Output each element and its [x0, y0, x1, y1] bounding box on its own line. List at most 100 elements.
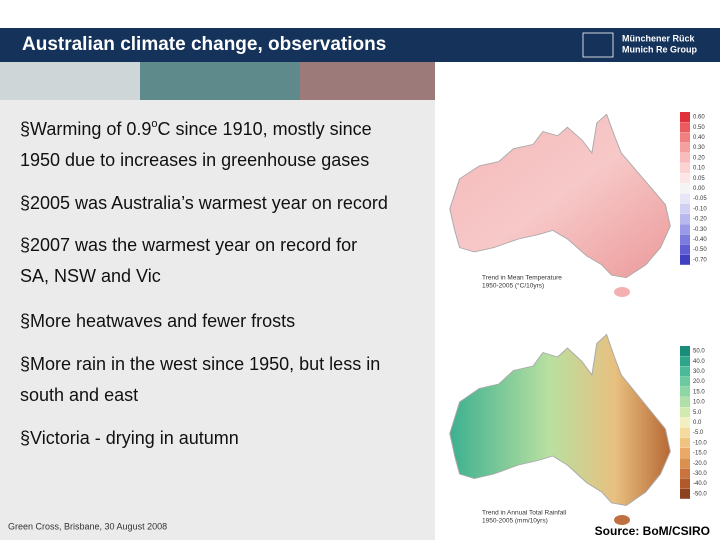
- legend-swatch: [680, 366, 690, 377]
- legend-label: 30.0: [693, 369, 705, 375]
- legend-swatch: [680, 448, 690, 458]
- title: Australian climate change, observations: [22, 34, 386, 55]
- bullet-text: south and east: [20, 385, 138, 405]
- legend-label: -0.05: [693, 196, 707, 202]
- legend-label: -0.70: [693, 257, 707, 263]
- legend-label: -10.0: [693, 440, 707, 446]
- legend-label: 0.05: [693, 176, 705, 182]
- logo-text: Munich Re Group: [622, 44, 697, 54]
- legend-swatch: [680, 132, 690, 143]
- logo: Münchener Rück Munich Re Group: [582, 32, 697, 58]
- legend-swatch: [680, 234, 690, 245]
- bullet-line: §More rain in the west since 1950, but l…: [20, 354, 380, 374]
- logo-mark: [582, 32, 614, 58]
- legend-label: -20.0: [693, 461, 707, 467]
- bullet-line: SA, NSW and Vic: [20, 266, 161, 286]
- legend-swatch: [680, 458, 690, 469]
- legend-swatch: [680, 224, 690, 235]
- bullet-line: §Victoria - drying in autumn: [20, 428, 239, 448]
- legend-swatch: [680, 152, 690, 163]
- legend-label: -30.0: [693, 471, 707, 477]
- legend-swatch: [680, 437, 690, 448]
- legend-swatch: [680, 173, 690, 184]
- bullet-line: 1950 due to increases in greenhouse gase…: [20, 150, 369, 170]
- bullet-text: 2007 was the warmest year on record for: [30, 235, 357, 255]
- bullet-text: Victoria - drying in autumn: [30, 428, 239, 448]
- legend-label: 0.30: [693, 145, 705, 151]
- legend-label: -0.50: [693, 247, 707, 253]
- legend-swatch: [680, 163, 690, 173]
- legend-label: 0.10: [693, 166, 705, 172]
- legend-swatch: [680, 122, 690, 133]
- photo-strip: [0, 62, 140, 100]
- legend-swatch: [680, 397, 690, 407]
- legend-swatch: [680, 376, 690, 387]
- bullet-text: SA, NSW and Vic: [20, 266, 161, 286]
- legend-label: 0.60: [693, 115, 705, 121]
- bullet-text: C since 1910, mostly since: [158, 119, 372, 139]
- legend-label: -50.0: [693, 491, 707, 497]
- legend-label: 40.0: [693, 359, 705, 365]
- legend-label: -5.0: [693, 430, 704, 436]
- legend-swatch: [680, 427, 690, 438]
- bullet-line: §More heatwaves and fewer frosts: [20, 311, 295, 331]
- bullet-line: south and east: [20, 385, 138, 405]
- bullet-marker: §: [20, 311, 30, 331]
- legend-swatch: [680, 407, 690, 418]
- legend-label: -0.30: [693, 227, 707, 233]
- bullet-marker: §: [20, 119, 30, 139]
- bullet-marker: §: [20, 235, 30, 255]
- map-caption: Trend in Mean Temperature: [482, 275, 562, 282]
- legend-swatch: [680, 386, 690, 397]
- legend-label: -0.10: [693, 206, 707, 212]
- map-legends: 0.60 0.50 0.40 0.30 0.20 0.10 0.05 0.00 -0.05 -0.…: [482, 112, 707, 525]
- legend-label: -15.0: [693, 451, 707, 457]
- legend-label: -0.20: [693, 217, 707, 223]
- text-panel: [0, 100, 435, 540]
- bullet-text: More heatwaves and fewer frosts: [30, 311, 295, 331]
- legend-label: 0.20: [693, 155, 705, 161]
- bullet-text: 1950 due to increases in greenhouse gase…: [20, 150, 369, 170]
- legend-swatch: [680, 254, 690, 265]
- legend-label: 0.0: [693, 420, 702, 426]
- legend-label: 50.0: [693, 349, 705, 355]
- legend-label: 15.0: [693, 389, 705, 395]
- map-caption: 1950-2005 (mm/10yrs): [482, 518, 548, 525]
- bullet-text: Warming of 0.9: [30, 119, 151, 139]
- bullet-line: §2005 was Australia’s warmest year on re…: [20, 193, 388, 213]
- legend-swatch: [680, 478, 690, 489]
- legend-swatch: [680, 193, 690, 204]
- source: Source: BoM/CSIRO: [595, 524, 710, 538]
- legend-swatch: [680, 214, 690, 224]
- photo-strip: [140, 62, 300, 100]
- bullet-text: 2005 was Australia’s warmest year on rec…: [30, 193, 388, 213]
- legend-label: 5.0: [693, 410, 702, 416]
- logo-text: Münchener Rück: [622, 33, 696, 43]
- legend-label: 0.40: [693, 135, 705, 141]
- footer-text: Green Cross, Brisbane, 30 August 2008: [8, 521, 167, 531]
- legend-label: 0.00: [693, 186, 705, 192]
- bullet-list: §Warming of 0.9oC since 1910, mostly sin…: [20, 118, 388, 448]
- legend-swatch: [680, 346, 690, 356]
- legend-swatch: [680, 244, 690, 255]
- map-caption: Trend in Annual Total Rainfall: [482, 510, 567, 517]
- legend-swatch: [680, 356, 690, 367]
- legend-label: 10.0: [693, 400, 705, 406]
- legend-swatch: [680, 417, 690, 428]
- superscript: o: [151, 118, 157, 130]
- bullet-marker: §: [20, 354, 30, 374]
- title-bar: [0, 28, 720, 62]
- legend-swatch: [680, 468, 690, 479]
- legend-label: -0.40: [693, 237, 707, 243]
- bullet-line: §2007 was the warmest year on record for: [20, 235, 357, 255]
- tasmania: [614, 287, 630, 297]
- legend-swatch: [680, 203, 690, 214]
- legend-label: 0.50: [693, 125, 705, 131]
- bullet-marker: §: [20, 428, 30, 448]
- legend-label: -40.0: [693, 481, 707, 487]
- map-caption: 1950-2005 (°C/10yrs): [482, 282, 544, 290]
- legend-swatch: [680, 112, 690, 122]
- tasmania: [614, 515, 630, 525]
